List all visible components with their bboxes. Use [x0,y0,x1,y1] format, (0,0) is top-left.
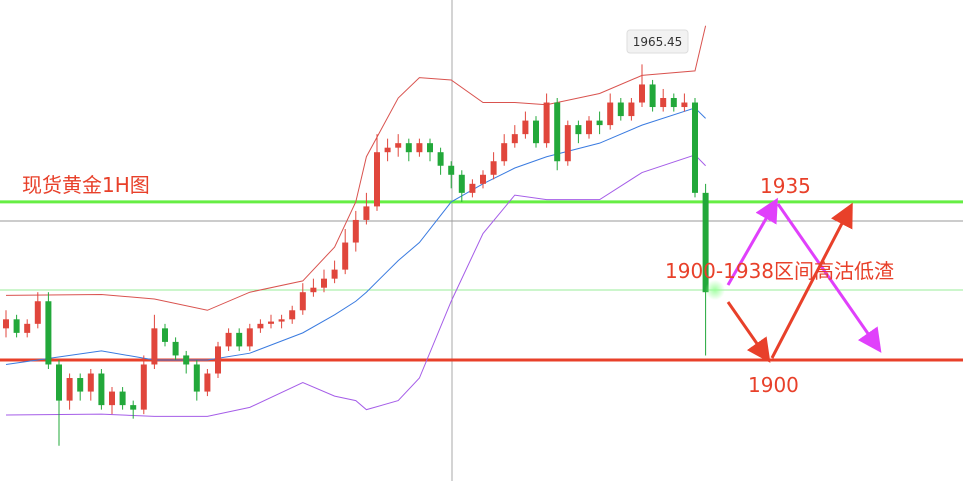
candle-body [575,125,582,135]
candle-body [649,84,656,108]
candle-body [342,242,349,270]
candle-body [3,319,9,329]
candle-body [98,373,105,406]
candle-body [77,378,84,392]
candle-body [395,143,402,148]
arrow [776,203,882,353]
candle-body [628,102,635,117]
candle-body [405,143,412,153]
candle-body [554,102,561,162]
candle-body [225,332,232,347]
candle-body [586,120,592,135]
arrow [726,197,778,286]
candle-body [151,328,158,365]
candle-body [310,287,317,293]
candle-body [374,152,380,207]
candle-body [45,301,52,365]
candle-body [87,373,94,392]
candle-body [607,102,614,126]
chart-title: 现货黄金1H图 [22,173,150,197]
candle-body [596,120,603,126]
candle-body [289,310,296,320]
candle-body [109,391,115,406]
candle-body [119,391,126,406]
candle-body [13,319,20,333]
candle-body [448,165,455,175]
candle-body [299,292,306,311]
tooltip-box [626,29,689,54]
candle-body [278,319,285,322]
candle-body [257,323,264,329]
candle-body [660,98,667,108]
arrow [726,301,771,363]
candle-body [692,102,698,193]
candle-body [639,84,645,103]
candle-body [458,174,465,193]
candle-body [363,206,370,220]
candle-body [617,102,624,117]
candle-body [501,143,508,162]
candle-body [522,120,529,135]
level-label: 1935 [760,174,811,198]
candle-body [490,161,497,175]
band-lower [5,154,706,417]
candle-body [681,102,688,108]
candle-body [331,269,338,279]
candle-body [162,328,168,342]
candle-body [564,125,571,162]
candle-body [543,102,550,144]
candle-body [480,174,486,184]
candle-body [321,278,327,288]
candle-body [193,364,200,392]
candle-body [56,364,62,401]
candle-body [215,346,221,374]
candle-body [427,143,433,153]
candle-body [183,355,190,365]
candle-body [140,364,147,410]
level-label: 1900 [748,373,799,397]
candle-body [236,332,243,347]
candle-body [511,134,518,144]
last-price-glow [705,280,725,300]
tooltip-text: 1965.45 [633,35,683,49]
annotation: 1900-1938区间高沽低渣 [665,259,894,283]
candle-body [416,143,423,153]
candle-body [130,405,137,410]
candle-body [437,152,444,166]
candle-body [352,219,359,243]
candle-body [24,323,31,333]
candle-body [469,183,476,193]
candle-body [384,147,391,153]
arrow [770,202,853,359]
band-middle [5,107,706,365]
candle-body [204,373,211,392]
candle-body [172,341,179,356]
candle-body [246,328,253,347]
candle-body [34,301,41,324]
candle-body [66,378,73,401]
band-upper [5,25,707,311]
candle-body [670,98,677,108]
candle-body [702,192,709,293]
candle-body [268,321,274,324]
candle-body [533,120,539,144]
